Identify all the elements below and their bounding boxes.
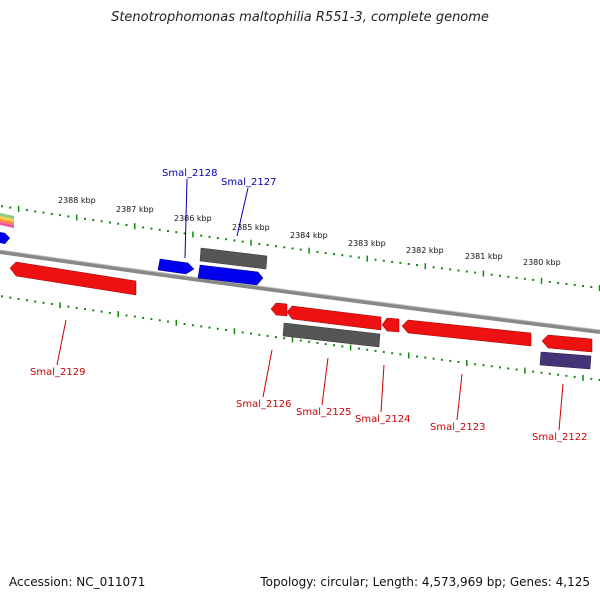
kbp-label: 2381 kbp	[465, 252, 503, 261]
pseudogene-2127-region[interactable]	[199, 247, 268, 270]
kbp-label: 2384 kbp	[290, 231, 328, 240]
gene-label-smal-2127[interactable]: Smal_2127	[221, 177, 276, 188]
leader-smal-2125	[321, 357, 329, 406]
gene-smal-2125[interactable]	[286, 305, 382, 331]
gene-smal-2123[interactable]	[401, 319, 532, 347]
leader-smal-2128	[184, 178, 188, 259]
pseudogene-2125-region[interactable]	[282, 322, 381, 348]
gene-smal-2126[interactable]	[270, 302, 288, 317]
leader-smal-2124	[380, 364, 385, 413]
gene-smal-2122[interactable]	[541, 334, 593, 353]
edge-feature-blue-arrow	[0, 232, 10, 244]
kbp-label: 2382 kbp	[406, 246, 444, 255]
edge-feature-pink	[0, 222, 14, 228]
kbp-label: 2383 kbp	[348, 239, 386, 248]
gene-label-smal-2124[interactable]: Smal_2124	[355, 414, 410, 425]
gene-label-smal-2122[interactable]: Smal_2122	[532, 432, 587, 443]
kbp-label: 2388 kbp	[58, 196, 96, 205]
gene-smal-2127[interactable]	[197, 264, 264, 286]
inner-tick-track	[1, 295, 600, 381]
gene-track-lower	[9, 261, 593, 370]
edge-feature-yellow	[0, 216, 14, 222]
leader-smal-2123	[456, 373, 463, 421]
gene-label-smal-2125[interactable]: Smal_2125	[296, 407, 351, 418]
leader-smal-2126	[262, 349, 273, 398]
gene-label-smal-2129[interactable]: Smal_2129	[30, 367, 85, 378]
kbp-label: 2385 kbp	[232, 223, 270, 232]
kbp-label: 2386 kbp	[174, 214, 212, 223]
gene-smal-2128[interactable]	[157, 258, 195, 275]
gene-smal-2124[interactable]	[381, 317, 400, 333]
gene-label-smal-2128[interactable]: Smal_2128	[162, 168, 217, 179]
accession-text: Accession: NC_011071	[9, 575, 146, 589]
leader-smal-2129	[56, 319, 67, 366]
leader-smal-2127	[236, 187, 249, 237]
gene-label-smal-2123[interactable]: Smal_2123	[430, 422, 485, 433]
gene-smal-2122-purple[interactable]	[539, 351, 592, 370]
gene-label-smal-2126[interactable]: Smal_2126	[236, 399, 291, 410]
edge-feature-orange	[0, 219, 14, 225]
kbp-labels: 2388 kbp 2387 kbp 2386 kbp 2385 kbp 2384…	[58, 196, 561, 267]
genome-title: Stenotrophomonas maltophilia R551-3, com…	[111, 10, 489, 25]
gene-track-upper	[157, 247, 268, 286]
gene-leader-lines	[56, 178, 564, 431]
kbp-label: 2380 kbp	[523, 258, 561, 267]
outer-tick-track	[1, 205, 600, 291]
edge-feature-green	[0, 213, 14, 219]
leader-smal-2122	[558, 383, 564, 431]
left-edge-features	[0, 213, 14, 244]
kbp-label: 2387 kbp	[116, 205, 154, 214]
genome-backbone-highlight	[0, 249, 600, 331]
gene-labels: Smal_2128 Smal_2127 Smal_2129 Smal_2126 …	[30, 168, 587, 443]
gene-smal-2129[interactable]	[9, 261, 137, 296]
genome-backbone	[0, 250, 600, 334]
topology-text: Topology: circular; Length: 4,573,969 bp…	[260, 575, 590, 589]
